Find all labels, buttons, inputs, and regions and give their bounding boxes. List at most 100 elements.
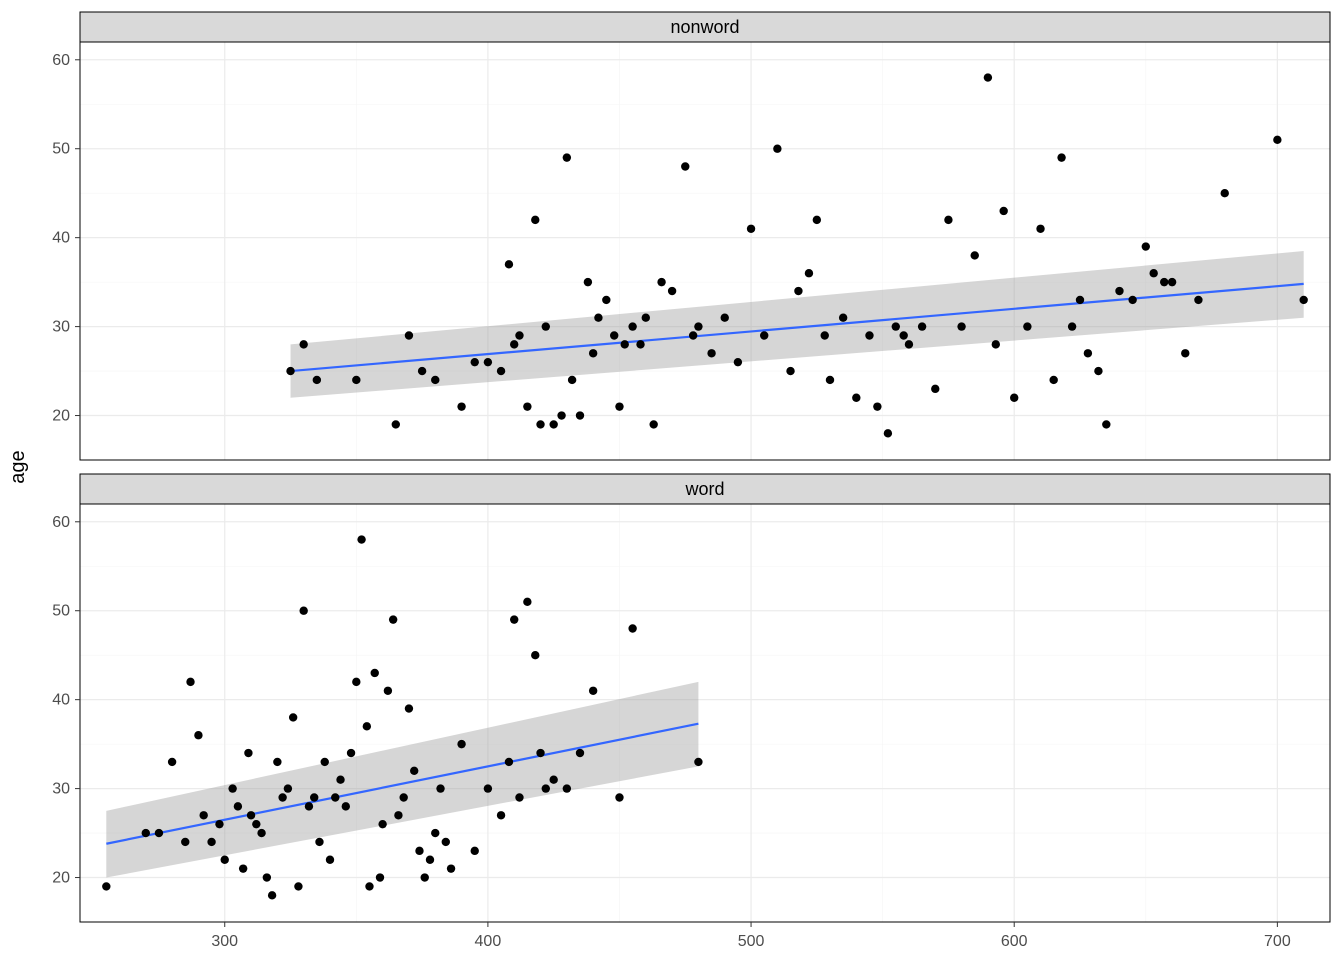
data-point: [1068, 322, 1076, 330]
data-point: [628, 322, 636, 330]
data-point: [747, 225, 755, 233]
data-point: [244, 749, 252, 757]
data-point: [168, 758, 176, 766]
data-point: [589, 349, 597, 357]
data-point: [557, 411, 565, 419]
data-point: [642, 314, 650, 322]
data-point: [1076, 296, 1084, 304]
data-point: [155, 829, 163, 837]
data-point: [228, 784, 236, 792]
data-point: [905, 340, 913, 348]
data-point: [352, 376, 360, 384]
data-point: [1128, 296, 1136, 304]
data-point: [199, 811, 207, 819]
data-point: [689, 331, 697, 339]
data-point: [239, 864, 247, 872]
data-point: [576, 411, 584, 419]
data-point: [321, 758, 329, 766]
data-point: [589, 687, 597, 695]
data-point: [284, 784, 292, 792]
data-point: [852, 394, 860, 402]
data-point: [510, 340, 518, 348]
data-point: [657, 278, 665, 286]
data-point: [497, 811, 505, 819]
data-point: [707, 349, 715, 357]
data-point: [1194, 296, 1202, 304]
data-point: [257, 829, 265, 837]
data-point: [649, 420, 657, 428]
data-point: [602, 296, 610, 304]
data-point: [615, 402, 623, 410]
data-point: [102, 882, 110, 890]
data-point: [839, 314, 847, 322]
y-tick-label: 30: [52, 319, 70, 336]
facet-strip-label: nonword: [670, 17, 739, 37]
y-axis-title: age: [7, 450, 29, 483]
x-tick-label: 600: [1001, 933, 1028, 950]
data-point: [415, 847, 423, 855]
data-point: [484, 358, 492, 366]
data-point: [523, 598, 531, 606]
data-point: [971, 251, 979, 259]
data-point: [315, 838, 323, 846]
faceted-scatter-chart: agenonword2030405060word2030405060300400…: [0, 0, 1344, 960]
data-point: [392, 420, 400, 428]
data-point: [542, 322, 550, 330]
data-point: [563, 784, 571, 792]
data-point: [310, 793, 318, 801]
data-point: [794, 287, 802, 295]
data-point: [523, 402, 531, 410]
data-point: [576, 749, 584, 757]
data-point: [984, 73, 992, 81]
x-tick-label: 300: [211, 933, 238, 950]
data-point: [594, 314, 602, 322]
data-point: [610, 331, 618, 339]
data-point: [326, 856, 334, 864]
data-point: [252, 820, 260, 828]
data-point: [313, 376, 321, 384]
data-point: [1084, 349, 1092, 357]
data-point: [376, 873, 384, 881]
data-point: [497, 367, 505, 375]
data-point: [510, 615, 518, 623]
data-point: [760, 331, 768, 339]
data-point: [384, 687, 392, 695]
data-point: [873, 402, 881, 410]
data-point: [357, 535, 365, 543]
data-point: [447, 864, 455, 872]
data-point: [721, 314, 729, 322]
data-point: [389, 615, 397, 623]
data-point: [1181, 349, 1189, 357]
data-point: [142, 829, 150, 837]
data-point: [549, 776, 557, 784]
data-point: [371, 669, 379, 677]
data-point: [410, 767, 418, 775]
data-point: [899, 331, 907, 339]
data-point: [299, 607, 307, 615]
data-point: [1142, 242, 1150, 250]
y-tick-label: 50: [52, 603, 70, 620]
data-point: [892, 322, 900, 330]
data-point: [865, 331, 873, 339]
data-point: [786, 367, 794, 375]
data-point: [681, 162, 689, 170]
data-point: [431, 376, 439, 384]
data-point: [273, 758, 281, 766]
data-point: [194, 731, 202, 739]
data-point: [931, 385, 939, 393]
y-tick-label: 60: [52, 52, 70, 69]
data-point: [1273, 136, 1281, 144]
panel-bg: [80, 42, 1330, 460]
data-point: [442, 838, 450, 846]
data-point: [289, 713, 297, 721]
data-point: [363, 722, 371, 730]
data-point: [207, 838, 215, 846]
data-point: [1115, 287, 1123, 295]
data-point: [378, 820, 386, 828]
data-point: [1094, 367, 1102, 375]
data-point: [1299, 296, 1307, 304]
data-point: [636, 340, 644, 348]
data-point: [1168, 278, 1176, 286]
data-point: [1010, 394, 1018, 402]
x-tick-label: 700: [1264, 933, 1291, 950]
